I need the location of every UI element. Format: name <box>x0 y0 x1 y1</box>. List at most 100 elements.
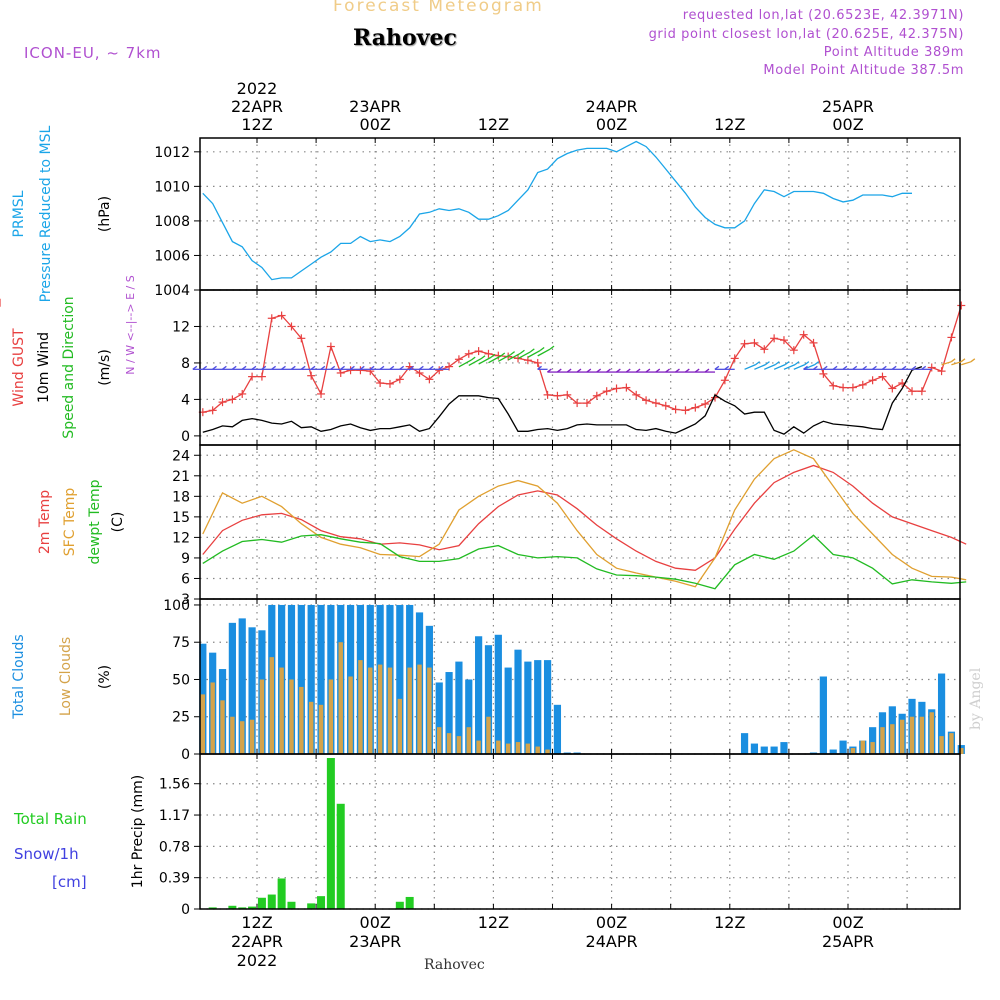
top-time-label: 00Z <box>360 115 391 134</box>
bottom-time-label: 00Z <box>360 913 391 932</box>
gust-marker <box>258 373 266 381</box>
gust-marker <box>603 387 611 395</box>
total-clouds-bar <box>475 636 482 754</box>
pressure-line <box>203 142 912 280</box>
gust-marker <box>681 406 689 414</box>
rain-bar <box>258 898 266 909</box>
wind-arrow <box>784 365 795 370</box>
bottom-time-label: 12Z <box>714 913 745 932</box>
temperature-axis-title: SFC Temp <box>62 488 78 557</box>
low-clouds-bar <box>900 720 904 754</box>
wind-arrow <box>774 365 785 370</box>
precipitation-tick-label: 0 <box>181 902 190 918</box>
top-time-label: 22APR <box>231 97 283 116</box>
wind-tick-label: 0 <box>181 429 190 445</box>
low-clouds-bar <box>930 712 934 754</box>
bottom-time-label: 12Z <box>478 913 509 932</box>
low-clouds-bar <box>861 741 865 754</box>
total-clouds-bar <box>534 660 541 754</box>
low-clouds-bar <box>329 679 333 754</box>
low-clouds-bar <box>279 668 283 754</box>
precipitation-frame <box>200 754 960 909</box>
meteogram-chart: 10041006100810101012PRMSL Pressure Reduce… <box>0 0 1000 1000</box>
2m-temp-line <box>203 466 966 571</box>
low-clouds-bar <box>516 742 520 754</box>
bottom-time-label: 25APR <box>822 932 874 951</box>
clouds-axis-title: Low Clouds <box>58 637 74 716</box>
bottom-time-label: 22APR <box>231 932 283 951</box>
total-clouds-bar <box>761 747 768 754</box>
rain-bar <box>396 902 404 909</box>
wind-tick-label: 8 <box>181 356 190 372</box>
pressure-tick-label: 1008 <box>154 214 190 230</box>
top-time-label: 12Z <box>478 115 509 134</box>
low-clouds-bar <box>358 660 362 754</box>
dewpt-temp-line <box>203 535 966 589</box>
top-time-label: 12Z <box>241 115 272 134</box>
snow-unit-label: [cm] <box>52 873 87 891</box>
gust-marker <box>386 380 394 388</box>
pressure-frame <box>200 138 960 290</box>
gust-marker <box>662 402 670 410</box>
gust-marker <box>544 391 552 399</box>
low-clouds-bar <box>506 744 510 754</box>
temperature-tick-label: 15 <box>172 510 190 526</box>
snow-label: Snow/1h <box>14 845 79 863</box>
rain-bar <box>278 878 286 909</box>
temperature-tick-label: 21 <box>172 469 190 485</box>
pressure-tick-label: 1012 <box>154 145 190 161</box>
wind-arrow-head <box>951 359 955 362</box>
low-clouds-bar <box>496 741 500 754</box>
gust-marker <box>672 405 680 413</box>
gust-marker <box>307 372 315 380</box>
gust-marker <box>849 384 857 392</box>
wind-tick-label: 12 <box>172 319 190 335</box>
rain-bar <box>287 902 295 909</box>
pressure-axis-title: PRMSL <box>11 190 27 237</box>
low-clouds-bar <box>220 700 224 754</box>
low-clouds-bar <box>427 668 431 754</box>
temperature-tick-label: 12 <box>172 530 190 546</box>
gust-marker <box>859 381 867 389</box>
low-clouds-bar <box>467 727 471 754</box>
low-clouds-bar <box>299 687 303 754</box>
rain-bar <box>406 897 414 909</box>
total-clouds-bar <box>554 705 561 754</box>
low-clouds-bar <box>348 677 352 755</box>
precipitation-tick-label: 1.56 <box>159 777 190 793</box>
total-clouds-bar <box>524 662 531 754</box>
wind-arrow-head <box>471 357 475 360</box>
low-clouds-bar <box>270 657 274 754</box>
wind-axis-title: Speed and Direction <box>61 296 77 438</box>
total-clouds-bar <box>751 744 758 754</box>
gust-marker <box>947 333 955 341</box>
precipitation-tick-label: 0.39 <box>159 871 190 887</box>
wind-tick-label: 4 <box>181 392 190 408</box>
low-clouds-bar <box>201 694 205 754</box>
top-time-label: 2022 <box>237 79 278 98</box>
top-time-label: 00Z <box>596 115 627 134</box>
low-clouds-bar <box>476 741 480 754</box>
low-clouds-bar <box>949 733 953 754</box>
low-clouds-bar <box>378 665 382 754</box>
low-clouds-bar <box>526 744 530 754</box>
total-rain-label: Total Rain <box>13 810 87 828</box>
low-clouds-bar <box>368 668 372 754</box>
top-time-label: 23APR <box>349 97 401 116</box>
gust-marker <box>928 364 936 372</box>
bottom-time-label: 23APR <box>349 932 401 951</box>
low-clouds-bar <box>910 717 914 754</box>
low-clouds-bar <box>890 724 894 754</box>
bottom-time-label: 00Z <box>832 913 863 932</box>
low-clouds-bar <box>260 679 264 754</box>
pressure-tick-label: 1010 <box>154 179 190 195</box>
gust-marker <box>750 339 758 347</box>
low-clouds-bar <box>851 748 855 754</box>
low-clouds-bar <box>339 642 343 754</box>
wind-axis-title: 10m Wind <box>36 332 52 403</box>
gust-marker <box>465 350 473 358</box>
temperature-tick-label: 6 <box>181 571 190 587</box>
rain-bar <box>268 895 276 909</box>
clouds-axis-title: Total Clouds <box>11 634 27 719</box>
gust-marker <box>652 399 660 407</box>
